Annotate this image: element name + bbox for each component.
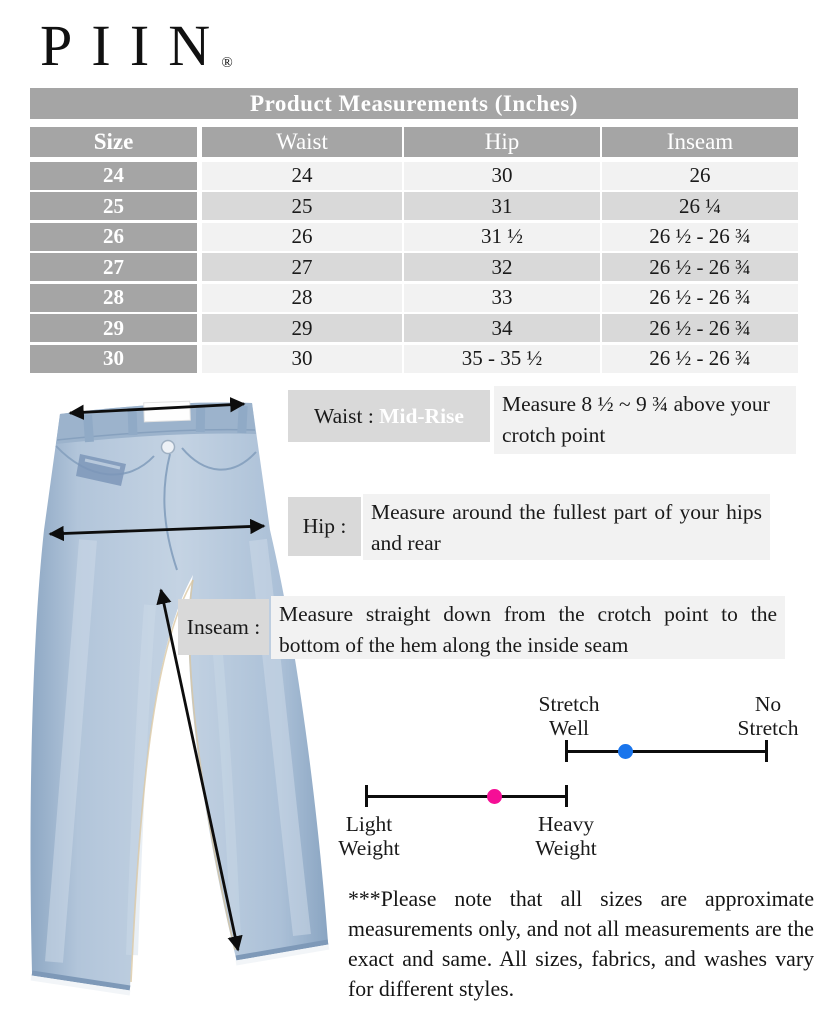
row-size-label: 24	[30, 161, 197, 190]
registered-trademark-icon: ®	[221, 54, 233, 71]
stretch-scale	[565, 740, 768, 762]
disclaimer-note: ***Please note that all sizes are approx…	[348, 887, 814, 1002]
waist-guide-label: Waist : Mid-Rise	[288, 390, 490, 442]
stretch-dot	[618, 744, 634, 759]
measurement-cell: 35 - 35 ½	[404, 344, 600, 373]
measurement-cell: 32	[404, 253, 600, 281]
hip-guide-label: Hip :	[288, 497, 361, 556]
column-header-hip: Hip	[404, 127, 600, 157]
measurement-cell: 26 ½ - 26 ¾	[602, 283, 798, 312]
measurement-cell: 31 ½	[404, 222, 600, 251]
weight-scale	[365, 785, 568, 807]
column-header-waist: Waist	[202, 127, 402, 157]
measurement-cell: 27	[202, 253, 402, 281]
measurement-cell: 29	[202, 314, 402, 342]
row-size-label: 30	[30, 344, 197, 373]
measurement-cell: 26 ¼	[602, 192, 798, 220]
measurement-cell: 30	[202, 344, 402, 373]
row-size-label: 28	[30, 283, 197, 312]
light-weight-label: Light Weight	[338, 812, 400, 861]
measurement-cell: 26 ½ - 26 ¾	[602, 222, 798, 251]
brand-name: PIIN	[40, 13, 230, 78]
stretch-well-label: Stretch Well	[538, 692, 600, 741]
stretch-scale-right-tick	[765, 740, 768, 762]
inseam-arrow	[156, 588, 243, 952]
measurement-grid: Size Waist Hip Inseam 24 24 30 26 25 25 31 26 ¼ 26 26…	[30, 127, 798, 373]
row-size-label: 25	[30, 192, 197, 220]
measurements-table: Product Measurements (Inches) Size Waist H…	[30, 88, 798, 373]
column-header-inseam: Inseam	[602, 127, 798, 157]
measurement-cell: 26	[202, 222, 402, 251]
waist-rise-value: Mid-Rise	[379, 403, 464, 428]
column-header-size: Size	[30, 127, 197, 157]
no-stretch-label: No Stretch	[737, 692, 799, 741]
inseam-guide-description: Measure straight down from the crotch po…	[271, 596, 785, 659]
measurement-cell: 26	[602, 161, 798, 190]
weight-scale-line	[365, 795, 568, 798]
measurement-cell: 30	[404, 161, 600, 190]
jeans-illustration	[30, 397, 330, 996]
measurement-cell: 31	[404, 192, 600, 220]
hip-guide-description: Measure around the fullest part of your …	[363, 494, 770, 560]
heavy-weight-label: Heavy Weight	[535, 812, 597, 861]
weight-dot	[487, 789, 503, 804]
waist-arrow	[68, 397, 246, 420]
hip-arrow	[48, 518, 266, 542]
measurement-cell: 34	[404, 314, 600, 342]
jeans-button	[160, 439, 176, 455]
row-size-label: 27	[30, 253, 197, 281]
weight-scale-right-tick	[565, 785, 568, 807]
measurement-cell: 24	[202, 161, 402, 190]
waist-guide-title: Waist :	[314, 403, 380, 428]
measurement-cell: 26 ½ - 26 ¾	[602, 314, 798, 342]
measurement-cell: 26 ½ - 26 ¾	[602, 253, 798, 281]
inseam-guide-label: Inseam :	[178, 599, 269, 655]
row-size-label: 29	[30, 314, 197, 342]
measurement-cell: 33	[404, 283, 600, 312]
waistband-tag	[143, 400, 191, 423]
row-size-label: 26	[30, 222, 197, 251]
measurement-cell: 25	[202, 192, 402, 220]
waist-guide-description: Measure 8 ½ ~ 9 ¾ above your crotch poin…	[494, 386, 796, 454]
stretch-scale-line	[565, 750, 768, 753]
table-title: Product Measurements (Inches)	[30, 88, 798, 119]
measurement-cell: 26 ½ - 26 ¾	[602, 344, 798, 373]
measurement-cell: 28	[202, 283, 402, 312]
brand-logo: PIIN ®	[40, 14, 233, 78]
